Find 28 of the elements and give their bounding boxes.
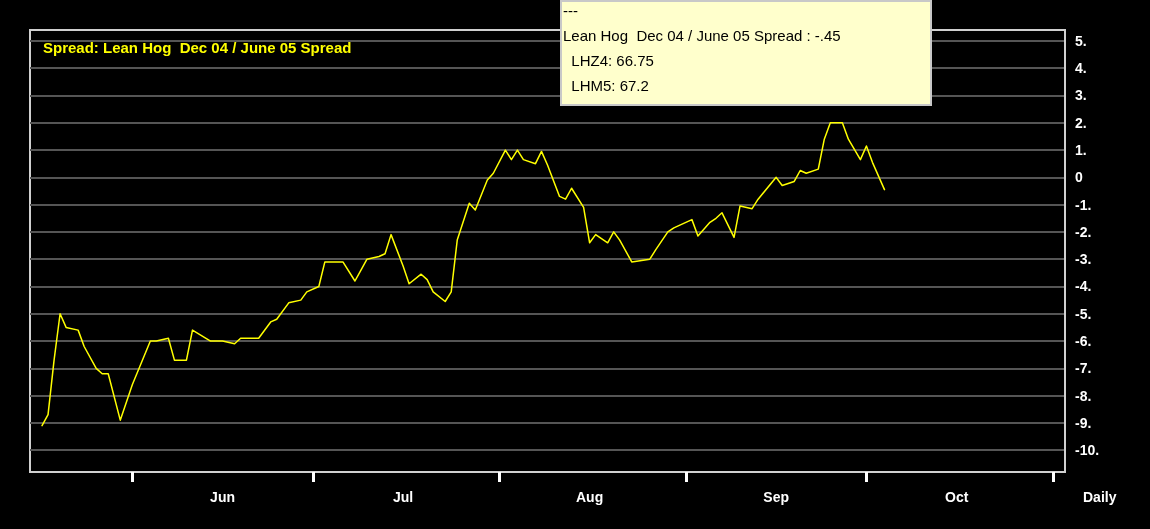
y-tick-label: -2. <box>1075 223 1092 240</box>
y-tick-label: -1. <box>1075 196 1092 213</box>
x-axis-title: Daily <box>1083 489 1117 505</box>
y-tick-label: 1. <box>1075 142 1087 159</box>
x-tick-label: Aug <box>576 489 604 505</box>
x-tick-label: Oct <box>945 489 969 505</box>
y-tick-label: -4. <box>1075 278 1092 295</box>
annotation: LHZ4: 66.75 <box>570 52 655 71</box>
y-tick-label: -10. <box>1075 442 1100 459</box>
x-tick-label: Sep <box>763 489 790 505</box>
y-tick-label: 3. <box>1075 87 1087 104</box>
y-tick-label: -7. <box>1075 360 1092 377</box>
y-tick-label: 5. <box>1075 32 1087 49</box>
y-tick-label: 4. <box>1075 60 1087 77</box>
x-tick-label: Jun <box>210 489 235 505</box>
y-tick-label: 0 <box>1075 169 1083 186</box>
x-tick-label: Jul <box>392 489 414 505</box>
y-tick-label: -5. <box>1075 305 1092 322</box>
text: --- <box>563 2 579 21</box>
text: Spread: Lean Hog Dec 04 / June 05 Spread <box>43 39 352 56</box>
y-tick-label: -3. <box>1075 251 1092 268</box>
y-tick-label: 2. <box>1075 114 1087 131</box>
annotation: LHM5: 67.2 <box>570 77 650 96</box>
annotation: Lean Hog Dec 04 / June 05 Spread : -.45 <box>563 27 841 46</box>
y-tick-label: -9. <box>1075 414 1092 431</box>
line-series <box>41 122 886 427</box>
y-tick-label: -6. <box>1075 333 1092 350</box>
y-tick-label: -8. <box>1075 387 1092 404</box>
